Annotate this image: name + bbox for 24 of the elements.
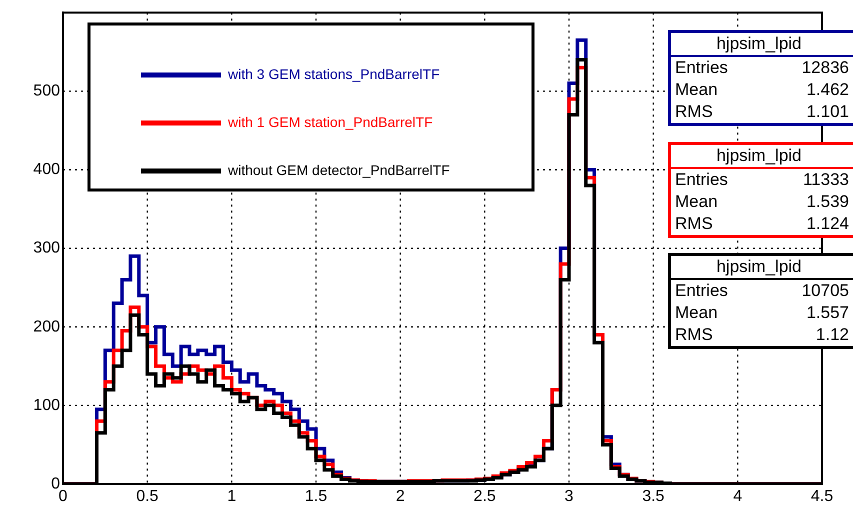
x-tick-label: 3.5	[642, 488, 665, 506]
text: with 1 GEM station_PndBarrelTF	[227, 114, 433, 130]
text: with 3 GEM stations_PndBarrelTF	[227, 66, 440, 82]
annotation: hjpsim_lpid	[671, 145, 853, 169]
annotation: hjpsim_lpid	[671, 256, 853, 280]
x-tick-label: 1	[227, 488, 236, 506]
stats-box: hjpsim_lpid Entries 11333 Mean 1.539 RMS 1.124	[668, 142, 853, 238]
y-tick-label: 300	[33, 240, 60, 257]
stats-box: hjpsim_lpid Entries 10705 Mean 1.557 RMS 1.12	[668, 253, 853, 349]
y-tick-label: 0	[51, 475, 60, 492]
annotation: hjpsim_lpid	[671, 33, 853, 57]
x-tick-label: 0.5	[136, 488, 159, 506]
x-tick-label: 3	[564, 488, 574, 506]
y-tick-label: 400	[33, 161, 60, 178]
y-tick-label: 200	[33, 318, 60, 336]
stats-box: hjpsim_lpid Entries 12836 Mean 1.462 RMS 1.101	[668, 30, 853, 126]
x-tick-label: 2.5	[474, 488, 496, 506]
y-tick-label: 100	[33, 396, 60, 414]
x-tick-label: 2	[396, 488, 405, 506]
x-tick-label: 4	[733, 488, 742, 506]
x-tick-label: 1.5	[304, 488, 328, 506]
y-tick-label: 500	[33, 82, 60, 100]
x-tick-label: 4.5	[810, 488, 834, 506]
text: without GEM detector_PndBarrelTF	[227, 162, 450, 178]
